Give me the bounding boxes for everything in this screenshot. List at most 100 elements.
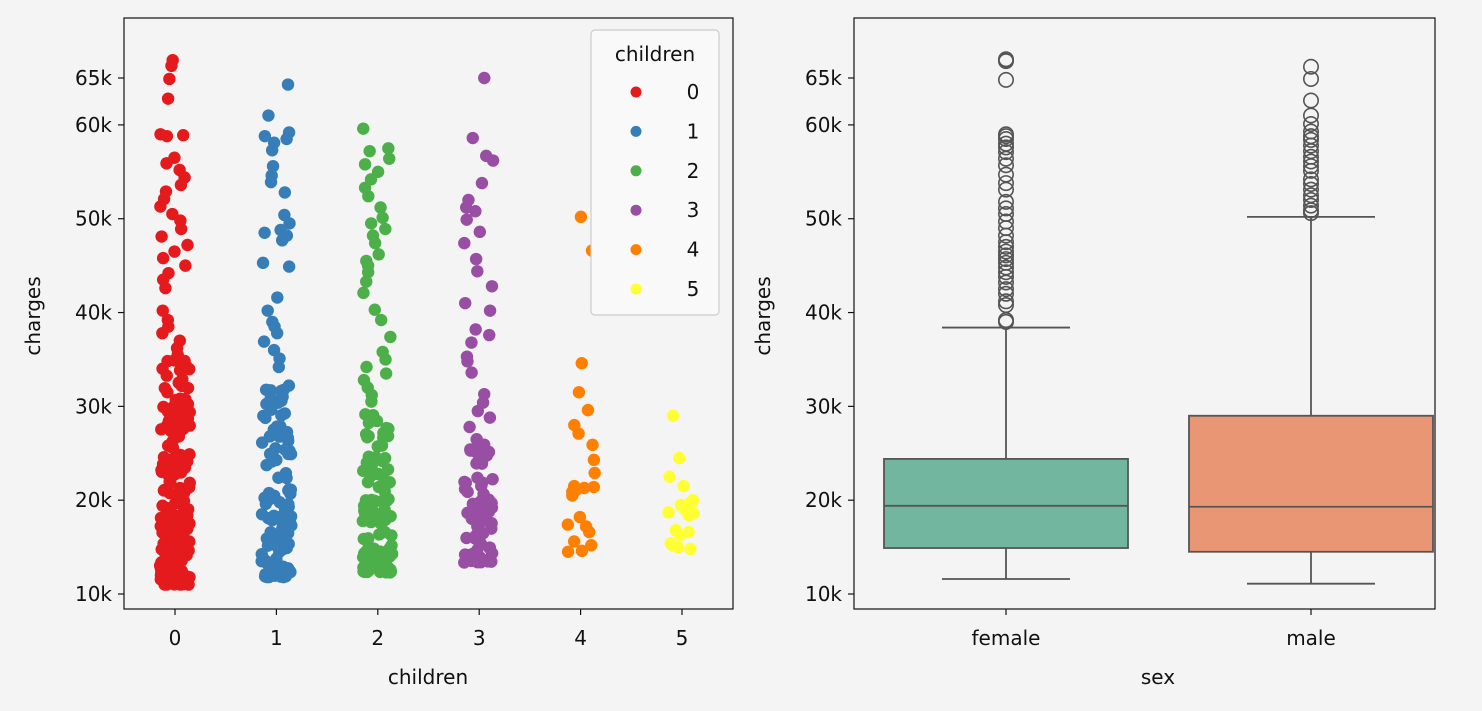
strip-point xyxy=(256,256,270,270)
strip-legend: children 0 1 2 3 4 5 xyxy=(590,29,720,316)
legend-label: 2 xyxy=(687,159,700,183)
strip-point xyxy=(158,381,172,395)
legend-label: 0 xyxy=(687,80,700,104)
strip-point xyxy=(177,450,190,463)
strip-point xyxy=(465,336,478,349)
outlier-point xyxy=(1303,131,1320,148)
strip-point xyxy=(166,207,179,221)
strip-point xyxy=(279,466,293,480)
outlier-point xyxy=(997,175,1014,192)
strip-point xyxy=(466,131,479,145)
outlier-point xyxy=(997,71,1014,88)
strip-y-tick-label: 40k xyxy=(75,301,112,325)
legend-marker xyxy=(630,204,642,216)
outlier-point xyxy=(997,254,1014,271)
strip-point xyxy=(155,230,168,243)
strip-point xyxy=(470,433,483,446)
strip-point xyxy=(278,186,292,199)
strip-point xyxy=(258,129,272,143)
outlier-point xyxy=(1303,58,1320,75)
outlier-point xyxy=(997,243,1014,260)
outlier-point xyxy=(1303,70,1320,87)
strip-point xyxy=(483,411,497,424)
strip-point xyxy=(483,328,496,342)
strip-point xyxy=(368,303,381,316)
strip-point xyxy=(374,517,387,530)
strip-point xyxy=(568,418,581,432)
strip-point xyxy=(475,176,489,190)
strip-point xyxy=(282,260,296,273)
outlier-point xyxy=(997,213,1014,230)
strip-point xyxy=(469,532,482,545)
strip-point xyxy=(373,565,387,579)
legend-marker xyxy=(630,86,642,98)
strip-point xyxy=(166,535,179,548)
strip-point xyxy=(166,570,180,583)
outlier-point xyxy=(997,51,1014,68)
strip-point xyxy=(485,555,498,568)
legend-label: 4 xyxy=(687,238,700,262)
strip-point xyxy=(586,438,599,452)
strip-point xyxy=(258,226,271,239)
strip-point xyxy=(162,266,175,280)
legend-label: 3 xyxy=(687,198,700,222)
strip-point xyxy=(281,78,295,91)
strip-point xyxy=(458,475,471,489)
strip-point xyxy=(266,315,279,329)
strip-x-tick-label: 3 xyxy=(473,626,486,650)
strip-point xyxy=(561,545,575,558)
outlier-point xyxy=(1303,153,1320,170)
strip-point xyxy=(587,453,601,467)
strip-point xyxy=(372,248,385,261)
strip-point xyxy=(360,275,373,288)
strip-point xyxy=(262,109,275,122)
outlier-point xyxy=(1303,115,1320,132)
box-x-axis-label: sex xyxy=(1141,665,1175,689)
strip-point xyxy=(265,169,278,182)
strip-y-tick-label: 10k xyxy=(75,582,112,606)
box-female xyxy=(883,458,1129,549)
strip-point xyxy=(174,466,188,479)
strip-point xyxy=(177,129,190,142)
box-y-tick-label: 60k xyxy=(805,113,842,137)
strip-point xyxy=(181,570,194,584)
legend-frame xyxy=(590,29,720,316)
outlier-point xyxy=(997,193,1014,210)
strip-point xyxy=(177,499,191,513)
legend-marker xyxy=(630,283,642,295)
strip-y-tick-label: 60k xyxy=(75,113,112,137)
strip-point xyxy=(373,528,386,541)
strip-point xyxy=(276,390,289,403)
strip-point xyxy=(163,72,176,86)
strip-point xyxy=(156,251,170,265)
strip-point xyxy=(662,506,675,519)
strip-point xyxy=(177,535,190,548)
strip-point xyxy=(672,451,686,465)
strip-point xyxy=(156,304,169,317)
box-y-axis: 10k 20k 30k 40k 50k 60k 65k xyxy=(805,66,854,606)
strip-point xyxy=(469,252,483,266)
strip-point xyxy=(282,379,296,392)
strip-point xyxy=(180,509,194,522)
strip-point xyxy=(478,387,491,401)
strip-point xyxy=(282,537,295,551)
legend-label: 5 xyxy=(687,277,700,301)
strip-point xyxy=(585,539,598,552)
outlier-point xyxy=(1303,123,1320,140)
strip-point xyxy=(263,447,277,461)
strip-point xyxy=(664,537,677,550)
box-y-tick-label: 40k xyxy=(805,301,842,325)
strip-point xyxy=(663,470,676,483)
strip-point xyxy=(461,485,474,499)
strip-point xyxy=(380,494,394,507)
strip-point xyxy=(262,486,276,500)
strip-point xyxy=(573,510,587,524)
strip-point xyxy=(463,420,476,434)
strip-point xyxy=(572,386,586,399)
outlier-point xyxy=(1303,176,1320,193)
strip-point xyxy=(471,471,484,484)
box-y-axis-label: charges xyxy=(751,276,775,355)
box-y-tick-label: 65k xyxy=(805,66,842,90)
outlier-point xyxy=(997,297,1014,314)
strip-point xyxy=(460,213,473,226)
